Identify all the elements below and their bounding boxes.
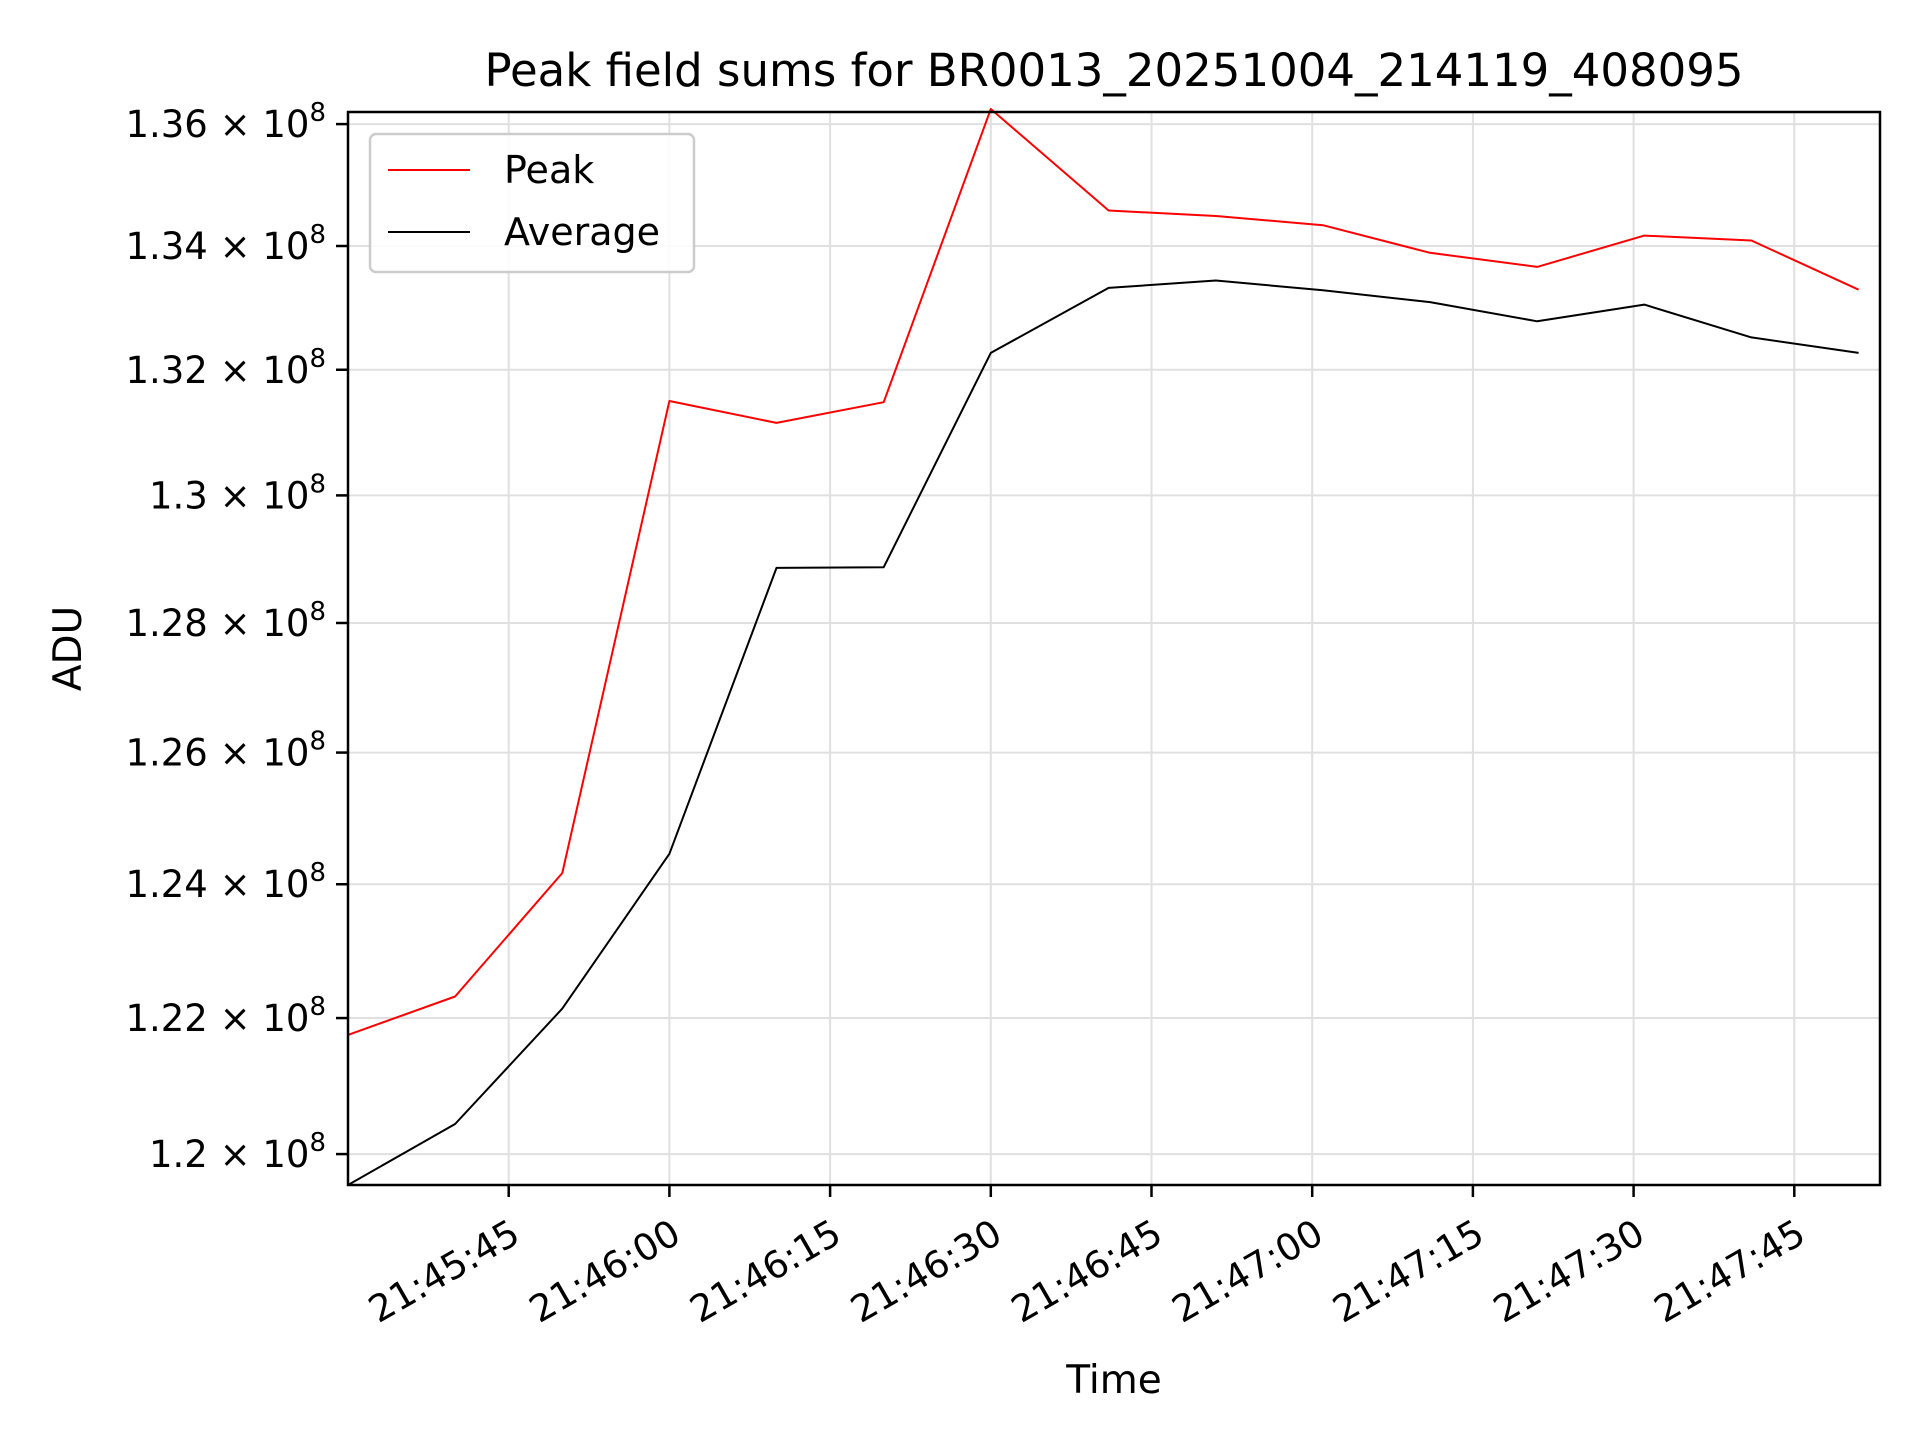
legend-label-peak: Peak — [504, 148, 594, 192]
series-line-average — [347, 279, 1859, 1186]
y-tick-label: 1.22 × 108 — [125, 992, 326, 1040]
grid — [348, 112, 1880, 1185]
y-axis-label: ADU — [46, 606, 91, 691]
x-axis-label: Time — [1065, 1358, 1161, 1403]
y-tick-label: 1.34 × 108 — [125, 220, 326, 268]
y-tick-label: 1.3 × 108 — [149, 469, 326, 517]
series-line-peak — [347, 108, 1860, 1036]
legend-box — [368, 132, 696, 274]
y-tick-label: 1.28 × 108 — [125, 597, 326, 645]
chart-title: Peak field sums for BR0013_20251004_2141… — [484, 44, 1743, 97]
y-tick-label: 1.36 × 108 — [125, 98, 326, 146]
y-tick-label: 1.26 × 108 — [125, 727, 326, 775]
plot-frame — [346, 110, 1882, 1187]
y-tick-label: 1.32 × 108 — [125, 344, 326, 392]
series-lines — [347, 108, 1860, 1186]
legend: Peak Average — [368, 132, 696, 274]
y-tick-label: 1.2 × 108 — [149, 1128, 326, 1176]
y-axis-ticks: 1.2 × 108 1.22 × 108 1.24 × 108 1.26 × 108 1… — [125, 98, 348, 1176]
legend-label-average: Average — [504, 210, 660, 254]
y-tick-label: 1.24 × 108 — [125, 858, 326, 906]
